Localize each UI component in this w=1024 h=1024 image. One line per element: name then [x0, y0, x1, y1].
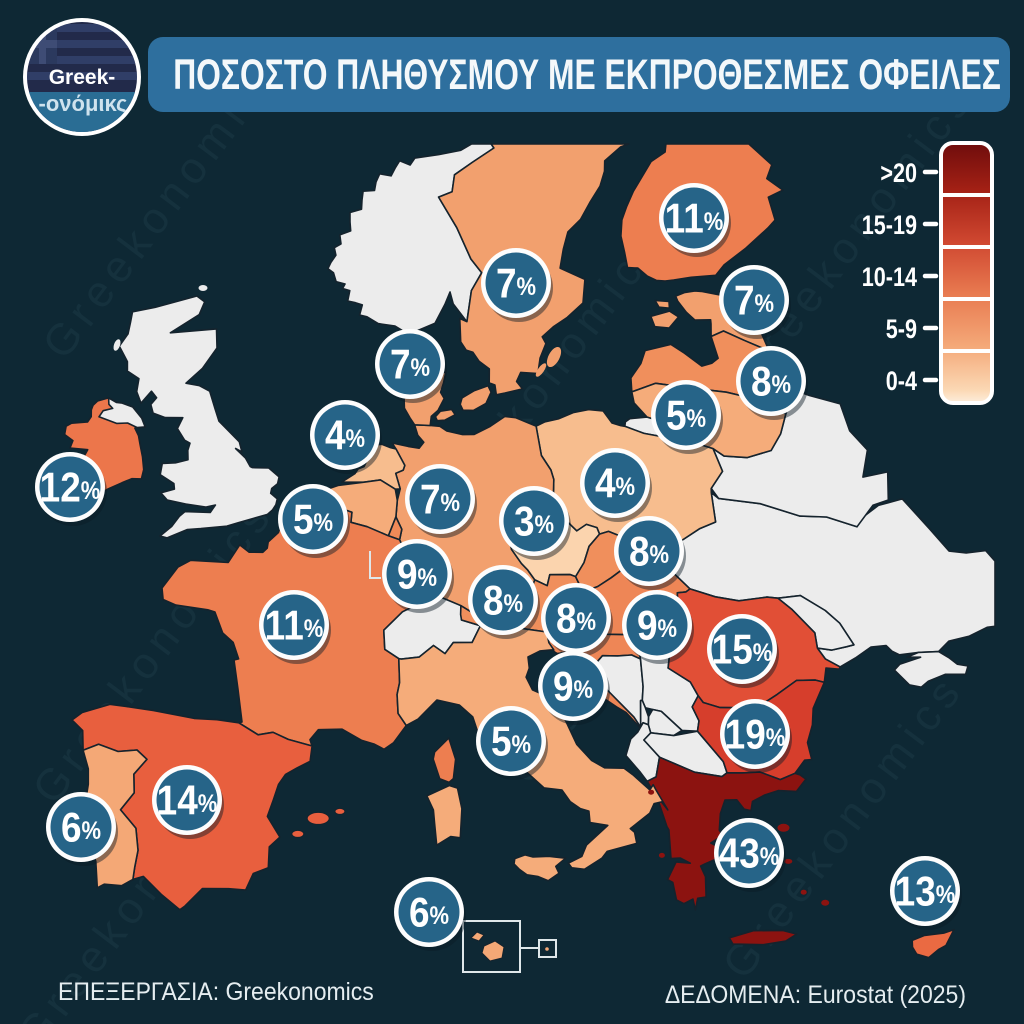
svg-text:5%: 5% [666, 392, 706, 439]
svg-text:>20: >20 [880, 159, 917, 189]
svg-text:Greek-: Greek- [49, 66, 116, 89]
svg-text:ΕΠΕΞΕΡΓΑΣΙΑ: Greekonomics: ΕΠΕΞΕΡΓΑΣΙΑ: Greekonomics [58, 978, 374, 1006]
svg-text:-ονόμικς: -ονόμικς [39, 91, 128, 116]
svg-text:ΔΕΔΟΜΕΝΑ: Eurostat (2025): ΔΕΔΟΜΕΝΑ: Eurostat (2025) [665, 981, 966, 1009]
svg-text:ΠΟΣΟΣΤΟ ΠΛΗΘΥΣΜΟΥ ΜΕ ΕΚΠΡΟΘΕΣΜ: ΠΟΣΟΣΤΟ ΠΛΗΘΥΣΜΟΥ ΜΕ ΕΚΠΡΟΘΕΣΜΕΣ ΟΦΕΙΛΕΣ [173, 51, 1001, 99]
svg-text:15-19: 15-19 [862, 211, 917, 241]
svg-text:5-9: 5-9 [886, 315, 917, 345]
svg-text:0-4: 0-4 [886, 367, 918, 397]
svg-text:8%: 8% [629, 528, 669, 575]
svg-text:8%: 8% [751, 358, 791, 405]
svg-text:43%: 43% [719, 830, 780, 877]
svg-text:10-14: 10-14 [862, 263, 918, 293]
